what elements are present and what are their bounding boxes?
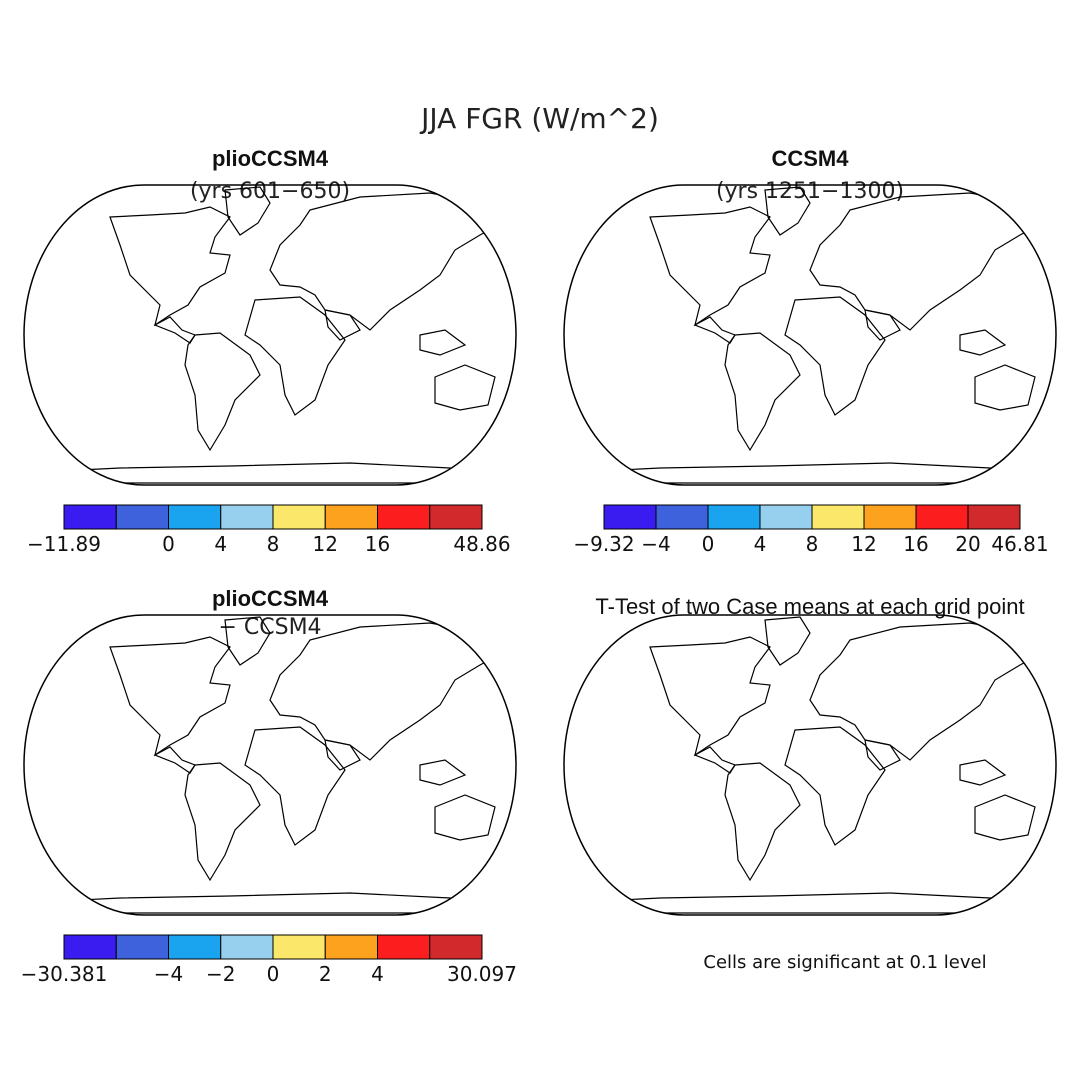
colorbar-swatch [377,934,431,960]
world-map [563,184,1057,486]
significance-footnote: Cells are significant at 0.1 level [703,952,986,973]
colorbar-swatch [655,504,709,530]
colorbar-swatch [272,934,326,960]
colorbar-label: 0 [702,532,715,556]
colorbar: −30.381 −4 −2 0 2 4 30.097 [21,934,517,986]
colorbar-swatch [324,504,378,530]
colorbar-swatch [429,934,483,960]
colorbar-label: −4 [154,962,183,986]
colorbar-swatch [759,504,813,530]
colorbar-label: 2 [319,962,332,986]
panel-title: CCSM4 [771,146,849,171]
map-panel-2: CCSM4 (yrs 1251−1300) −9.32 −4 0 4 8 12 16 20 46.8… [563,146,1057,556]
world-map [23,614,517,916]
colorbar-swatch [220,504,274,530]
colorbar-label: 46.81 [991,532,1048,556]
globe-outline [23,184,517,486]
colorbar-swatch [168,504,222,530]
colorbar-swatch [967,504,1021,530]
colorbar-swatch [324,934,378,960]
colorbar-label: −9.32 [573,532,634,556]
world-map [563,614,1057,916]
colorbar-swatch [63,934,117,960]
panel-title: plioCCSM4 [212,146,329,171]
colorbar-label: 48.86 [453,532,510,556]
colorbar-swatch [220,934,274,960]
panel-subtitle: (yrs 1251−1300) [716,179,904,204]
panel-title: plioCCSM4 [212,586,329,611]
colorbar-label: 16 [365,532,390,556]
colorbar-swatch [811,504,865,530]
colorbar-swatch [603,504,657,530]
colorbar-label: 0 [267,962,280,986]
colorbar-swatch [429,504,483,530]
colorbar-label: 12 [851,532,876,556]
colorbar-swatch [115,504,169,530]
colorbar-swatch [377,504,431,530]
land-field [564,187,1056,483]
colorbar-label: 4 [214,532,227,556]
colorbar-swatch [863,504,917,530]
colorbar-label: 4 [754,532,767,556]
colorbar-label: 12 [313,532,338,556]
globe-outline [563,184,1057,486]
colorbar-swatch [915,504,969,530]
colorbar-label: 8 [806,532,819,556]
figure-title: JJA FGR (W/m^2) [419,102,659,135]
land-field [24,617,516,913]
globe-outline [23,614,517,916]
colorbar-label: −4 [641,532,670,556]
colorbar-swatch [115,934,169,960]
colorbar-label: −11.89 [27,532,101,556]
colorbar-label: 16 [903,532,928,556]
colorbar: −11.89 0 4 8 12 16 48.86 [27,504,511,556]
colorbar-swatch [272,504,326,530]
colorbar-label: 0 [162,532,175,556]
land-field [564,617,1056,913]
colorbar-label: 20 [955,532,980,556]
colorbar-label: 8 [267,532,280,556]
colorbar-swatch [168,934,222,960]
map-panel-3: plioCCSM4− CCSM4−30.381 −4 −2 0 2 4 30.097 [21,586,517,986]
world-map [23,184,517,486]
colorbar-label: −30.381 [21,962,108,986]
globe-outline [563,614,1057,916]
colorbar-swatch [63,504,117,530]
colorbar-label: 30.097 [447,962,517,986]
colorbar: −9.32 −4 0 4 8 12 16 20 46.81 [573,504,1049,556]
map-panel-1: plioCCSM4 (yrs 601−650) −11.89 0 4 8 12 16 48.86 [23,146,517,556]
map-panel-4: T-Test of two Case means at each grid po… [563,594,1057,916]
colorbar-label: −2 [206,962,235,986]
land-field [24,187,516,483]
colorbar-label: 4 [371,962,384,986]
colorbar-swatch [707,504,761,530]
panel-subtitle: (yrs 601−650) [190,179,350,204]
